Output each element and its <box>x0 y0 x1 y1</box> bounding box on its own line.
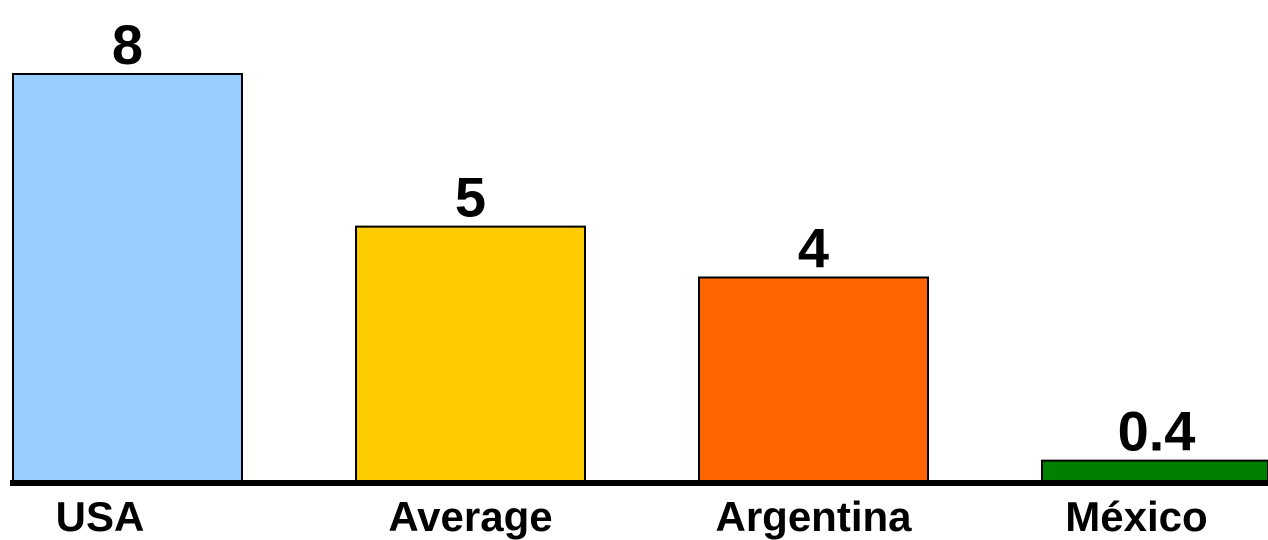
bar-argentina <box>698 276 929 482</box>
bar-usa <box>12 73 243 482</box>
category-label-usa: USA <box>56 493 145 540</box>
value-label-argentina: 4 <box>798 217 829 280</box>
category-label-argentina: Argentina <box>715 493 912 540</box>
bar-average <box>355 225 586 482</box>
category-label-mexico: México <box>1065 493 1207 540</box>
value-label-average: 5 <box>455 166 486 229</box>
category-label-average: Average <box>388 493 552 540</box>
value-labels-group: 8 5 4 0.4 <box>112 13 1196 463</box>
bars-group <box>12 73 1268 482</box>
value-label-usa: 8 <box>112 13 143 76</box>
value-label-mexico: 0.4 <box>1118 400 1196 463</box>
bar-mexico <box>1041 459 1268 482</box>
category-labels-group: USA Average Argentina México <box>56 493 1208 540</box>
